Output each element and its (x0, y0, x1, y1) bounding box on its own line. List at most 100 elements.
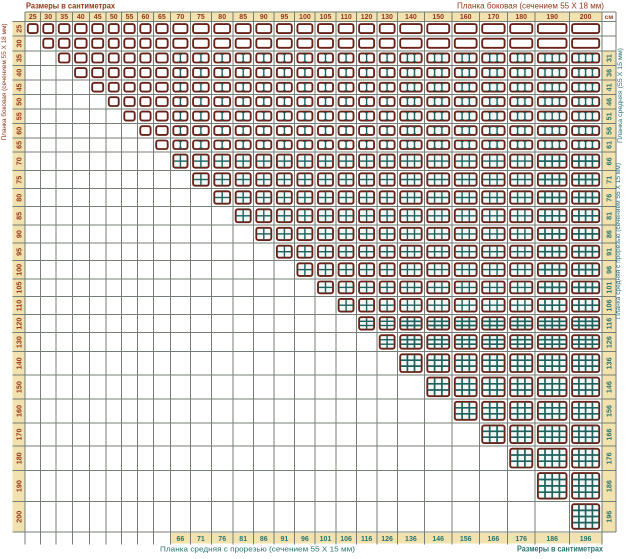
svg-text:180: 180 (14, 452, 23, 464)
svg-text:140: 140 (14, 357, 23, 369)
svg-text:80: 80 (218, 14, 226, 21)
svg-text:61: 61 (605, 141, 614, 149)
svg-text:36: 36 (605, 69, 614, 77)
svg-text:30: 30 (44, 14, 52, 21)
svg-text:см: см (605, 14, 614, 21)
svg-text:105: 105 (14, 282, 23, 294)
svg-text:70: 70 (177, 14, 185, 21)
svg-text:45: 45 (94, 14, 102, 21)
svg-text:166: 166 (605, 429, 614, 441)
svg-text:106: 106 (605, 300, 614, 312)
svg-text:50: 50 (110, 14, 118, 21)
svg-text:130: 130 (14, 336, 23, 348)
svg-text:126: 126 (381, 536, 393, 543)
svg-text:196: 196 (580, 536, 592, 543)
svg-text:130: 130 (381, 14, 393, 21)
svg-text:90: 90 (260, 14, 268, 21)
svg-text:160: 160 (460, 14, 472, 21)
svg-text:71: 71 (605, 176, 614, 184)
svg-text:75: 75 (14, 176, 23, 184)
svg-text:110: 110 (14, 300, 23, 312)
svg-text:65: 65 (158, 14, 166, 21)
svg-text:136: 136 (605, 357, 614, 369)
svg-text:176: 176 (515, 536, 527, 543)
svg-text:166: 166 (488, 536, 500, 543)
svg-text:60: 60 (14, 127, 23, 135)
svg-text:81: 81 (239, 536, 247, 543)
svg-text:106: 106 (340, 536, 352, 543)
svg-text:76: 76 (605, 194, 614, 202)
svg-text:95: 95 (14, 248, 23, 256)
svg-text:40: 40 (14, 69, 23, 77)
svg-text:Планка средняя (55 Х 15 мм): Планка средняя (55 Х 15 мм) (617, 48, 624, 143)
svg-text:85: 85 (239, 14, 247, 21)
svg-text:25: 25 (29, 14, 37, 21)
svg-text:Планка средняя с прорезью (сеч: Планка средняя с прорезью (сечением 55 Х… (615, 163, 622, 319)
svg-text:105: 105 (320, 14, 332, 21)
svg-text:136: 136 (405, 536, 417, 543)
svg-text:120: 120 (14, 318, 23, 330)
svg-text:146: 146 (432, 536, 444, 543)
svg-text:51: 51 (605, 112, 614, 120)
svg-text:45: 45 (14, 83, 23, 91)
svg-text:50: 50 (14, 98, 23, 106)
svg-text:70: 70 (14, 157, 23, 165)
svg-text:35: 35 (14, 54, 23, 62)
svg-text:110: 110 (340, 14, 351, 21)
svg-text:196: 196 (605, 511, 614, 523)
svg-text:Планка боковая (сечением 55 Х: Планка боковая (сечением 55 Х 18 мм) (457, 2, 604, 11)
svg-text:86: 86 (260, 536, 268, 543)
svg-text:156: 156 (460, 536, 472, 543)
svg-text:200: 200 (14, 511, 23, 523)
svg-text:75: 75 (197, 14, 205, 21)
svg-text:156: 156 (605, 405, 614, 417)
svg-text:96: 96 (605, 266, 614, 274)
svg-text:101: 101 (605, 282, 614, 294)
svg-text:Планка боковая (сечением 55 Х: Планка боковая (сечением 55 Х 18 мм) (0, 24, 8, 141)
svg-text:66: 66 (177, 536, 185, 543)
svg-text:100: 100 (14, 264, 23, 276)
svg-text:35: 35 (60, 14, 68, 21)
svg-text:31: 31 (605, 54, 614, 62)
svg-text:55: 55 (126, 14, 134, 21)
svg-text:60: 60 (142, 14, 150, 21)
svg-text:150: 150 (14, 381, 23, 393)
svg-text:140: 140 (405, 14, 417, 21)
svg-text:116: 116 (605, 318, 614, 330)
svg-text:170: 170 (488, 14, 500, 21)
svg-text:126: 126 (605, 336, 614, 348)
svg-text:56: 56 (605, 127, 614, 135)
svg-text:116: 116 (361, 536, 372, 543)
svg-text:81: 81 (605, 212, 614, 220)
svg-text:176: 176 (605, 452, 614, 464)
svg-text:200: 200 (580, 14, 592, 21)
svg-text:120: 120 (361, 14, 373, 21)
svg-text:55: 55 (14, 112, 23, 120)
svg-text:85: 85 (14, 212, 23, 220)
svg-text:96: 96 (301, 536, 309, 543)
svg-text:150: 150 (432, 14, 444, 21)
svg-text:91: 91 (605, 248, 614, 256)
svg-text:Размеры в сантиметрах: Размеры в сантиметрах (26, 2, 116, 11)
svg-text:76: 76 (218, 536, 226, 543)
svg-text:46: 46 (605, 98, 614, 106)
svg-text:160: 160 (14, 405, 23, 417)
svg-text:186: 186 (605, 480, 614, 492)
svg-text:101: 101 (320, 536, 332, 543)
svg-text:86: 86 (605, 230, 614, 238)
svg-text:170: 170 (14, 429, 23, 441)
svg-text:80: 80 (14, 194, 23, 202)
svg-text:100: 100 (299, 14, 311, 21)
svg-text:71: 71 (197, 536, 205, 543)
svg-text:Планка средняя с прорезью (сеч: Планка средняя с прорезью (сечением 55 Х… (160, 545, 356, 554)
svg-text:41: 41 (605, 83, 614, 91)
svg-text:40: 40 (77, 14, 85, 21)
svg-text:180: 180 (515, 14, 527, 21)
svg-text:190: 190 (546, 14, 558, 21)
svg-text:146: 146 (605, 381, 614, 393)
svg-text:90: 90 (14, 230, 23, 238)
svg-text:30: 30 (14, 40, 23, 48)
svg-text:91: 91 (281, 536, 289, 543)
svg-text:25: 25 (14, 25, 23, 33)
svg-text:Размеры в сантиметрах: Размеры в сантиметрах (517, 545, 603, 554)
